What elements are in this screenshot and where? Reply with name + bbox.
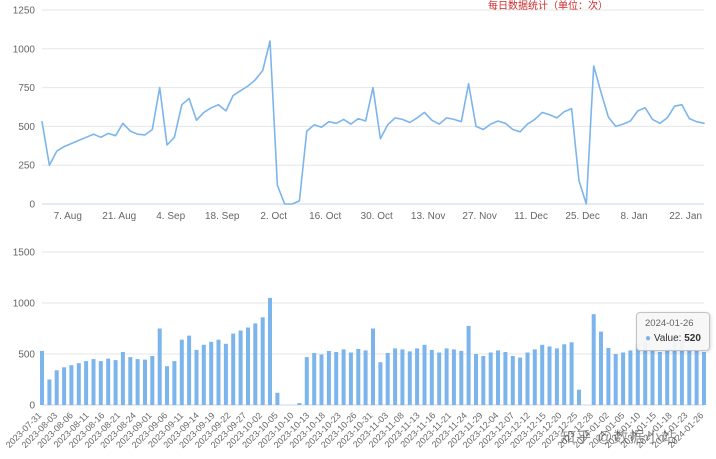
svg-text:16. Oct: 16. Oct bbox=[309, 211, 341, 222]
svg-text:4. Sep: 4. Sep bbox=[156, 211, 185, 222]
watermark: 知乎 @数据小站 bbox=[560, 429, 678, 446]
tooltip: 2024-01-26 ● Value: 520 bbox=[636, 312, 710, 352]
svg-text:2. Oct: 2. Oct bbox=[260, 211, 287, 222]
svg-text:1250: 1250 bbox=[13, 6, 36, 17]
svg-text:750: 750 bbox=[18, 83, 35, 94]
line-chart-series[interactable] bbox=[41, 40, 705, 205]
tooltip-value-row: ● Value: 520 bbox=[645, 331, 701, 346]
svg-text:27. Nov: 27. Nov bbox=[462, 211, 496, 222]
svg-text:0: 0 bbox=[29, 200, 35, 211]
svg-text:21. Aug: 21. Aug bbox=[102, 211, 136, 222]
svg-text:1000: 1000 bbox=[13, 44, 36, 55]
svg-text:1500: 1500 bbox=[13, 248, 36, 259]
svg-text:30. Oct: 30. Oct bbox=[361, 211, 393, 222]
tooltip-date: 2024-01-26 bbox=[645, 318, 694, 329]
svg-text:250: 250 bbox=[18, 161, 35, 172]
svg-text:8. Jan: 8. Jan bbox=[620, 211, 647, 222]
svg-text:0: 0 bbox=[29, 401, 35, 412]
svg-text:11. Dec: 11. Dec bbox=[514, 211, 548, 222]
svg-text:500: 500 bbox=[18, 122, 35, 133]
tooltip-value: 520 bbox=[684, 333, 701, 345]
svg-text:18. Sep: 18. Sep bbox=[205, 211, 240, 222]
svg-text:1000: 1000 bbox=[13, 299, 36, 310]
series-dot-icon: ● bbox=[645, 333, 652, 345]
svg-text:25. Dec: 25. Dec bbox=[565, 211, 599, 222]
svg-text:13. Nov: 13. Nov bbox=[411, 211, 445, 222]
chart-note: 每日数据统计（单位：次） bbox=[488, 1, 608, 12]
tooltip-label: Value: bbox=[653, 333, 682, 345]
line-chart-yaxis-labels: 0 250 500 750 1000 1250 bbox=[13, 6, 36, 211]
bar-chart-yaxis-labels: 0 500 1000 1500 bbox=[13, 248, 36, 412]
svg-text:500: 500 bbox=[18, 350, 35, 361]
svg-text:22. Jan: 22. Jan bbox=[669, 211, 702, 222]
svg-text:7. Aug: 7. Aug bbox=[54, 211, 82, 222]
bar-chart-series[interactable] bbox=[40, 297, 706, 406]
line-chart-xaxis-labels: 7. Aug 21. Aug 4. Sep 18. Sep 2. Oct 16. Oct 3… bbox=[54, 211, 702, 222]
